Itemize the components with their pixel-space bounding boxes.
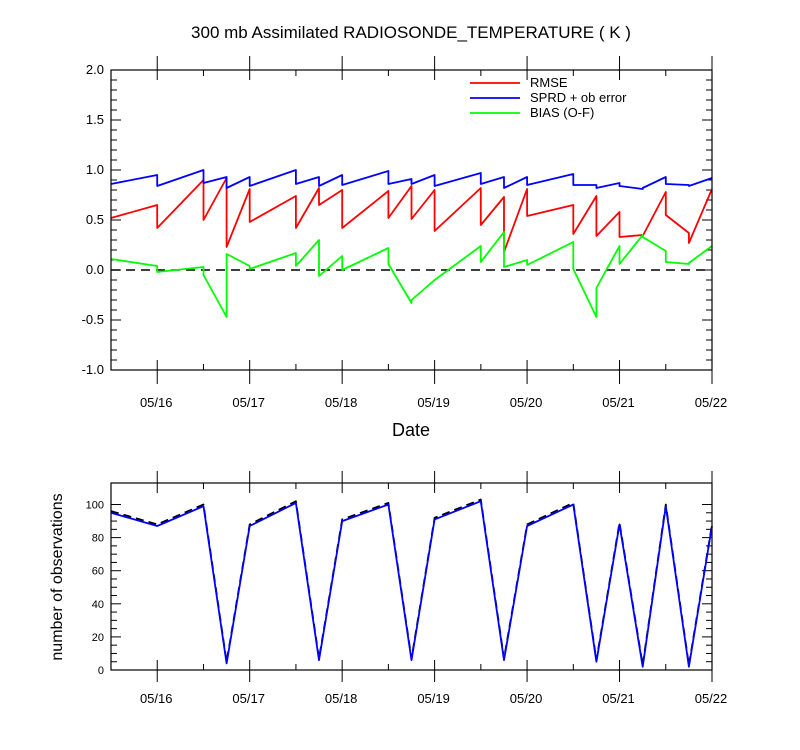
chart-title: 300 mb Assimilated RADIOSONDE_TEMPERATUR… — [191, 23, 631, 42]
y-tick-label: 60 — [92, 566, 104, 578]
bottom-plot-frame — [110, 482, 713, 671]
y-tick-label: 20 — [92, 632, 104, 644]
legend-label: BIAS (O-F) — [530, 105, 594, 120]
x-tick-label: 05/18 — [325, 691, 358, 706]
x-tick-label: 05/19 — [417, 395, 450, 410]
y-tick-label: 80 — [92, 533, 104, 545]
top-plot-marks: -1.0 -0.5 0.0 0.5 1.0 1.5 2.0 05/16 05/17 05/18 05… — [82, 56, 728, 410]
x-tick-label: 05/22 — [695, 691, 728, 706]
series-line-sprd-ob-error — [110, 169, 713, 190]
series-line-assimilated — [110, 500, 713, 668]
bottom-plot-marks: 0 20 40 60 80 100 05/16 05/17 05/18 05/19 05/20 05/… — [86, 471, 728, 706]
x-tick-label: 05/18 — [325, 395, 358, 410]
y-tick-label: -1.0 — [82, 362, 104, 377]
x-tick-label: 05/21 — [602, 691, 635, 706]
legend-label: SPRD + ob error — [530, 90, 627, 105]
x-tick-label: 05/20 — [510, 691, 543, 706]
y-tick-label: 40 — [92, 599, 104, 611]
y-tick-label: 100 — [86, 500, 104, 512]
x-tick-label: 05/19 — [417, 691, 450, 706]
x-tick-label: 05/17 — [232, 691, 265, 706]
x-tick-label: 05/22 — [695, 395, 728, 410]
y-tick-label: 0.0 — [86, 262, 104, 277]
series-line-rmse — [110, 177, 713, 253]
legend-label: RMSE — [530, 75, 568, 90]
y-tick-label: 1.0 — [86, 162, 104, 177]
top-plot-frame — [110, 69, 713, 371]
y-tick-label: 2.0 — [86, 62, 104, 77]
x-tick-label: 05/21 — [602, 395, 635, 410]
y-axis-label-observations: number of observations — [49, 493, 66, 660]
x-tick-label: 05/16 — [140, 691, 173, 706]
series-line-possible — [110, 498, 713, 666]
y-tick-label: -0.5 — [82, 312, 104, 327]
x-axis-label: Date — [392, 420, 430, 440]
y-tick-label: 1.5 — [86, 112, 104, 127]
y-tick-label: 0 — [98, 665, 104, 677]
y-tick-label: 0.5 — [86, 212, 104, 227]
x-tick-label: 05/16 — [140, 395, 173, 410]
x-tick-label: 05/20 — [510, 395, 543, 410]
x-tick-label: 05/17 — [232, 395, 265, 410]
series-line-bias-o-f — [110, 231, 713, 318]
